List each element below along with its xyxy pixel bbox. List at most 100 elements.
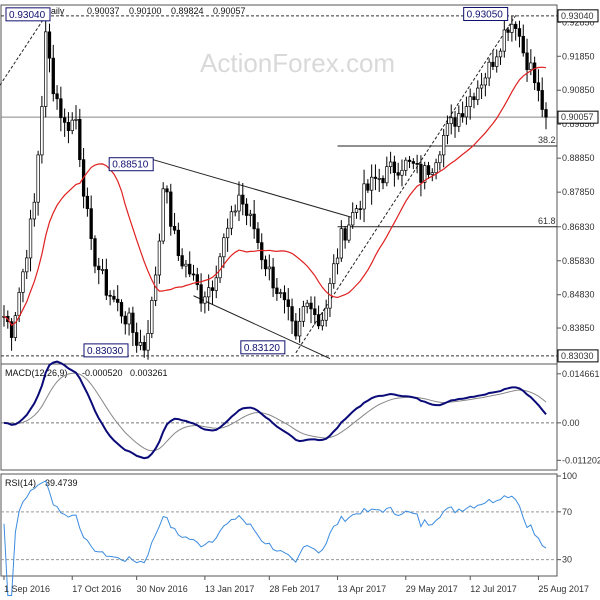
candle-body xyxy=(415,163,419,165)
candle-body xyxy=(244,203,249,216)
candle-body xyxy=(400,169,404,176)
candle-body xyxy=(385,166,389,184)
candle-body xyxy=(225,227,230,239)
x-tick-label: 1 Sep 2016 xyxy=(4,584,50,594)
candle-body xyxy=(47,31,52,59)
candle-body xyxy=(316,314,321,327)
candle-body xyxy=(108,294,112,297)
candle-body xyxy=(184,263,188,267)
candle-body xyxy=(233,210,237,213)
candle-body xyxy=(453,117,457,127)
candle-body xyxy=(25,257,29,273)
candle-body xyxy=(70,119,74,131)
macd-signal-line xyxy=(4,372,547,452)
candle-body xyxy=(419,163,423,183)
candle-body xyxy=(222,237,226,258)
price-annotation-label: 0.83120 xyxy=(244,343,281,354)
macd-value: -0.000520 xyxy=(82,368,123,378)
candle-body xyxy=(229,211,234,229)
price-plot: 38.2 61.8 0.93040 0.88510 0.83030 0.83120 0.93… xyxy=(0,6,557,360)
rsi-plot xyxy=(1,480,557,596)
candle-body xyxy=(9,321,14,338)
axes: 0.928500.918500.908500.898500.888500.878… xyxy=(3,9,600,594)
ohlc-open: 0.90037 xyxy=(87,6,120,16)
candle-body xyxy=(275,287,279,294)
candle-body xyxy=(351,212,355,226)
candle-body xyxy=(305,302,309,307)
candle-body xyxy=(28,218,33,259)
candle-body xyxy=(464,106,469,118)
price-annotation-label: 0.83030 xyxy=(87,346,124,357)
candle-body xyxy=(172,225,177,231)
candle-body xyxy=(392,161,397,173)
candle-body xyxy=(370,176,374,191)
ohlc-close: 0.90057 xyxy=(213,6,246,16)
candle-body xyxy=(297,320,302,337)
macd-signal-value: 0.003261 xyxy=(130,368,168,378)
price-annotation-label: 0.93050 xyxy=(467,9,504,20)
candle-body xyxy=(468,96,472,107)
price-annotation-label: 0.88510 xyxy=(112,160,149,171)
price-tick-label: 0.86830 xyxy=(562,222,595,232)
candle-body xyxy=(460,113,465,118)
x-tick-label: 25 Aug 2017 xyxy=(538,584,589,594)
candle-body xyxy=(411,161,415,164)
candle-body xyxy=(430,172,434,175)
price-annotation-box xyxy=(108,157,154,172)
macd-plot xyxy=(1,360,557,460)
candle-body xyxy=(260,242,264,261)
rsi-line xyxy=(3,480,547,596)
channel-upper xyxy=(147,157,353,219)
ohlc-high: 0.90100 xyxy=(129,6,162,16)
candle-body xyxy=(135,332,139,346)
candle-body xyxy=(362,183,366,210)
price-tick-label: 0.89850 xyxy=(562,119,595,129)
candle-body xyxy=(309,302,313,310)
candle-body xyxy=(396,172,400,176)
candle-body xyxy=(17,292,21,317)
candle-body xyxy=(423,165,427,183)
candle-body xyxy=(479,84,484,89)
candle-body xyxy=(506,29,510,33)
candle-body xyxy=(210,287,215,291)
candle-body xyxy=(146,333,150,351)
candle-body xyxy=(438,154,442,164)
candle-body xyxy=(457,113,461,127)
price-annotation-box xyxy=(240,340,286,355)
candle-body xyxy=(426,165,431,175)
candle-body xyxy=(449,117,453,125)
candle-body xyxy=(199,284,203,304)
candle-body xyxy=(180,255,184,267)
candle-body xyxy=(282,292,287,301)
candle-body xyxy=(51,57,55,95)
candle-body xyxy=(169,191,173,227)
candle-body xyxy=(472,96,476,101)
fib-label-1: 61.8 xyxy=(538,216,556,226)
candle-body xyxy=(150,300,154,334)
price-annotation-box xyxy=(5,7,51,22)
price-axis-box xyxy=(557,349,599,363)
candle-body xyxy=(44,31,48,107)
candle-body xyxy=(214,277,218,291)
fib-label-0: 38.2 xyxy=(538,135,556,145)
x-tick-label: 13 Apr 2017 xyxy=(338,584,387,594)
candle-body xyxy=(267,266,271,270)
candle-body xyxy=(85,195,90,210)
candle-body xyxy=(290,306,294,322)
candle-body xyxy=(165,188,169,193)
price-tick-label: 0.91850 xyxy=(562,51,595,61)
candle-body xyxy=(358,208,362,210)
candle-body xyxy=(36,154,40,203)
price-tick-label: 0.90850 xyxy=(562,85,595,95)
candle-body xyxy=(544,109,548,118)
price-annotation-label: 0.93040 xyxy=(9,10,46,21)
candle-body xyxy=(32,201,36,220)
candle-body xyxy=(517,28,522,37)
price-annotation-box xyxy=(83,343,129,358)
candle-body xyxy=(97,265,101,271)
candle-body xyxy=(195,274,199,286)
candle-body xyxy=(366,183,370,191)
candle-body xyxy=(100,269,105,271)
x-tick-label: 13 Jan 2017 xyxy=(205,584,255,594)
